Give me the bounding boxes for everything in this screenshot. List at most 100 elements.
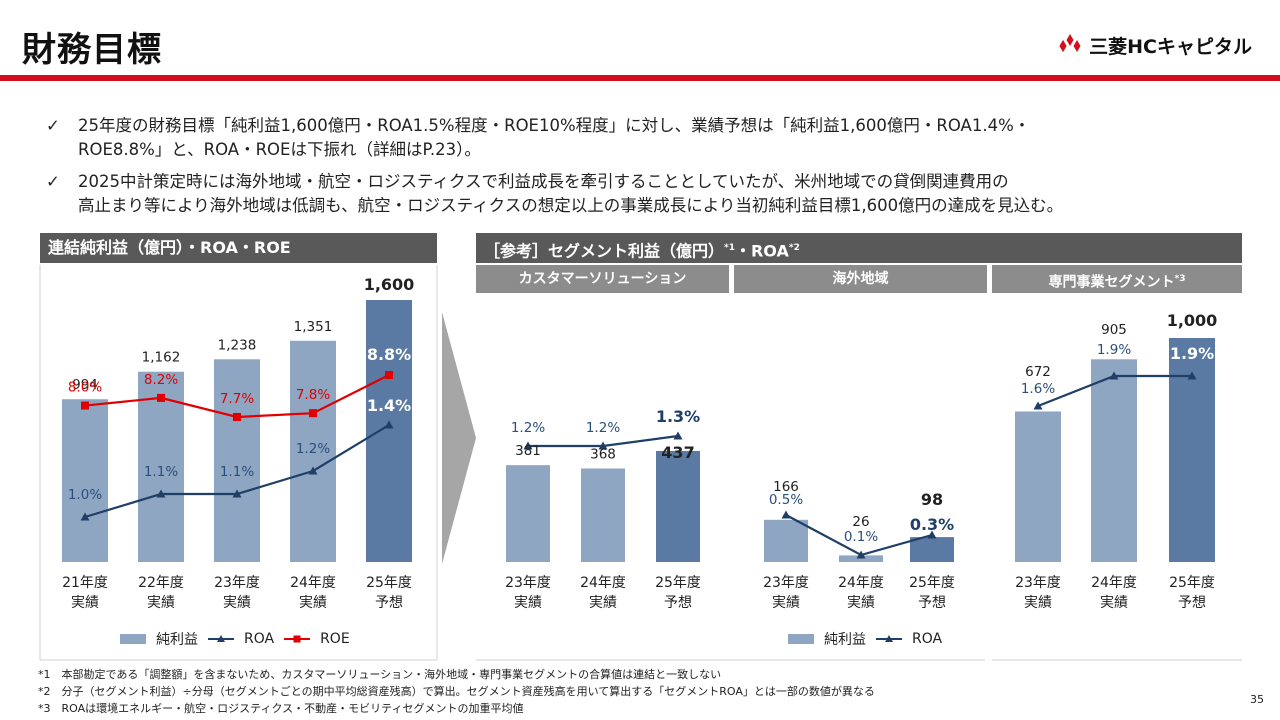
line-value-label: 1.2% bbox=[296, 441, 330, 457]
point bbox=[598, 441, 608, 450]
bullet-1-line-1: 25年度の財務目標「純利益1,600億円・ROA1.5%程度・ROE10%程度」… bbox=[78, 116, 1031, 135]
category-label: 23年度 bbox=[214, 575, 260, 591]
bar bbox=[1015, 411, 1061, 562]
category-label: 実績 bbox=[847, 595, 875, 611]
point bbox=[1033, 401, 1043, 410]
page-title: 財務目標 bbox=[22, 30, 162, 70]
subheader-specialty: 専門事業セグメント*3 bbox=[992, 265, 1242, 293]
bar-value-label: 381 bbox=[515, 443, 541, 459]
bar-value-label: 1,000 bbox=[1167, 311, 1218, 330]
point bbox=[927, 530, 937, 539]
line-value-label: 1.3% bbox=[656, 407, 700, 426]
legend-swatch-roe bbox=[284, 635, 311, 643]
bar-value-label: 1,351 bbox=[294, 319, 333, 335]
bar bbox=[1091, 359, 1137, 562]
bar-value-label: 1,162 bbox=[142, 350, 181, 366]
point bbox=[81, 401, 89, 410]
transition-arrow bbox=[442, 312, 476, 564]
point bbox=[385, 371, 393, 379]
line-value-label: 1.2% bbox=[511, 420, 545, 436]
line-value-label: 0.5% bbox=[769, 492, 803, 508]
right-header-sup2: *2 bbox=[788, 243, 800, 253]
company-logo: 三菱HCキャピタル bbox=[1057, 32, 1252, 59]
bullet-2-line-1: 2025中計策定時には海外地域・航空・ロジスティクスで利益成長を牽引することとし… bbox=[78, 172, 1009, 191]
category-label: 24年度 bbox=[290, 575, 336, 591]
bar-value-label: 994 bbox=[72, 377, 98, 393]
category-label: 実績 bbox=[71, 595, 99, 611]
legend-label-roe: ROE bbox=[320, 631, 350, 647]
bar bbox=[764, 519, 808, 562]
point bbox=[156, 489, 166, 498]
bar bbox=[656, 450, 700, 562]
category-label: 25年度 bbox=[366, 575, 412, 591]
bar-value-label: 437 bbox=[661, 443, 694, 462]
check-icon: ✓ bbox=[46, 116, 60, 135]
category-label: 実績 bbox=[589, 595, 617, 611]
bar-value-label: 368 bbox=[590, 446, 616, 462]
line-value-label: 1.0% bbox=[68, 487, 102, 503]
line-value-label: 0.1% bbox=[844, 529, 878, 545]
right-panel-header: ［参考］セグメント利益（億円）*1・ROA*2 bbox=[476, 233, 1242, 263]
bar bbox=[506, 465, 550, 562]
bar bbox=[366, 300, 412, 562]
line-value-label: 0.3% bbox=[910, 515, 954, 534]
legend-label-roa: ROA bbox=[244, 631, 275, 647]
line-value-label: 7.8% bbox=[296, 387, 330, 403]
bar bbox=[138, 371, 184, 562]
legend-swatch-profit bbox=[788, 634, 814, 644]
bullet-1: ✓ 25年度の財務目標「純利益1,600億円・ROA1.5%程度・ROE10%程… bbox=[46, 114, 1261, 162]
bar bbox=[62, 399, 108, 562]
category-label: 実績 bbox=[223, 595, 251, 611]
point bbox=[233, 413, 241, 421]
right-header-mid: ・ROA bbox=[734, 241, 789, 261]
category-label: 実績 bbox=[147, 595, 175, 611]
point bbox=[781, 510, 791, 519]
legend-label-roa: ROA bbox=[912, 631, 943, 647]
category-label: 実績 bbox=[772, 595, 800, 611]
page-number: 35 bbox=[1250, 693, 1264, 706]
header-divider bbox=[0, 75, 1280, 81]
category-label: 実績 bbox=[1100, 595, 1128, 611]
category-label: 実績 bbox=[1024, 595, 1052, 611]
bar bbox=[290, 340, 336, 562]
category-label: 25年度 bbox=[909, 575, 955, 591]
point bbox=[523, 441, 533, 450]
bullet-2-line-2: 高止まり等により海外地域は低調も、航空・ロジスティクスの想定以上の事業成長により… bbox=[78, 196, 1064, 215]
line-value-label: 1.6% bbox=[1021, 381, 1055, 397]
category-label: 予想 bbox=[664, 595, 692, 611]
point bbox=[1109, 371, 1119, 380]
subheader-overseas: 海外地域 bbox=[734, 265, 987, 293]
legend-swatch-roa bbox=[208, 635, 234, 642]
line-value-label: 8.8% bbox=[367, 345, 411, 364]
subheader-customer-solution: カスタマーソリューション bbox=[476, 265, 729, 293]
right-header-sup1: *1 bbox=[724, 243, 735, 253]
line-value-label: 1.2% bbox=[586, 420, 620, 436]
line-value-label: 1.1% bbox=[144, 464, 178, 480]
category-label: 25年度 bbox=[655, 575, 701, 591]
line-value-label: 1.9% bbox=[1170, 344, 1214, 363]
subheader-specialty-label: 専門事業セグメント bbox=[1048, 274, 1175, 291]
category-label: 予想 bbox=[375, 595, 403, 611]
line-value-label: 1.9% bbox=[1097, 342, 1131, 358]
footnote-3: *3 ROAは環境エネルギー・航空・ロジスティクス・不動産・モビリティセグメント… bbox=[38, 702, 524, 715]
bar-value-label: 905 bbox=[1101, 322, 1127, 338]
point bbox=[384, 420, 394, 429]
point bbox=[80, 512, 90, 521]
category-label: 実績 bbox=[299, 595, 327, 611]
category-label: 予想 bbox=[918, 595, 946, 611]
point bbox=[232, 489, 242, 498]
category-label: 実績 bbox=[514, 595, 542, 611]
category-label: 25年度 bbox=[1169, 575, 1215, 591]
bar-value-label: 1,238 bbox=[218, 337, 257, 353]
category-label: 予想 bbox=[1178, 595, 1206, 611]
bar-value-label: 1,600 bbox=[364, 275, 415, 294]
line-value-label: 8.2% bbox=[144, 372, 178, 388]
legend-right: 純利益 ROA bbox=[788, 629, 942, 649]
legend-label-profit: 純利益 bbox=[824, 632, 866, 648]
line-value-label: 1.4% bbox=[367, 396, 411, 415]
category-label: 24年度 bbox=[1091, 575, 1137, 591]
mitsubishi-diamonds-icon bbox=[1059, 33, 1081, 52]
legend-swatch-profit bbox=[120, 634, 146, 644]
category-label: 23年度 bbox=[1015, 575, 1061, 591]
